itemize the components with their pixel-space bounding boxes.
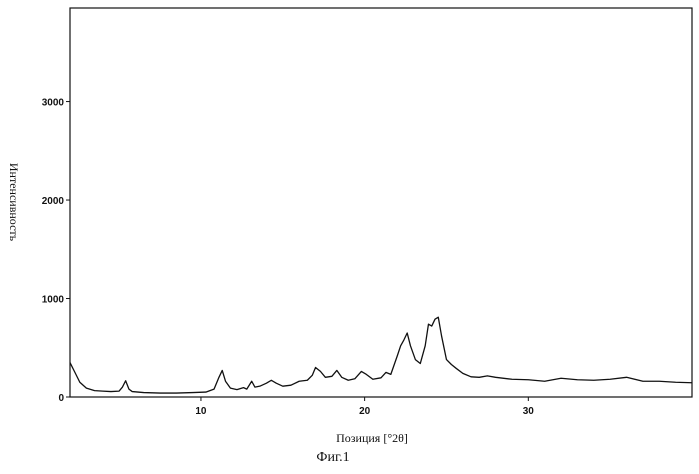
figure-caption: Фиг.1 [316,450,349,465]
x-axis-label: Позиция [°2θ] [336,431,408,445]
x-tick-label: 20 [359,406,371,417]
y-tick-label: 3000 [42,98,65,109]
plot-frame [70,8,692,397]
y-tick-label: 0 [58,393,64,404]
y-tick-label: 2000 [42,196,65,207]
x-tick-label: 30 [523,406,535,417]
y-tick-label: 1000 [42,295,65,306]
x-tick-label: 10 [195,406,207,417]
y-axis-label: Интенсивность [7,163,21,242]
series-line [70,317,692,393]
x-axis-ticks: 10 20 30 [195,397,534,417]
y-axis-ticks: 0 1000 2000 3000 [42,98,70,404]
